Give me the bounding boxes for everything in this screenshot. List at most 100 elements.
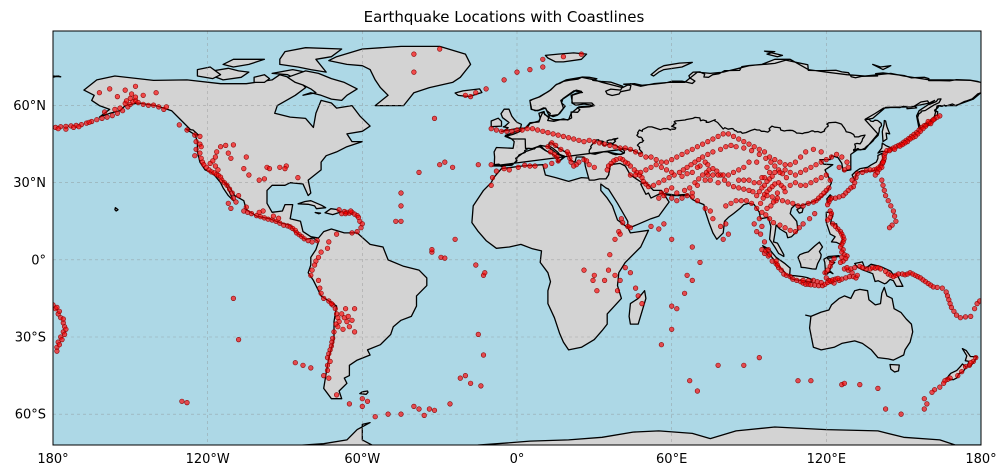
earthquake-point <box>447 401 453 407</box>
earthquake-point <box>622 145 628 151</box>
earthquake-point <box>76 124 82 130</box>
earthquake-point <box>841 380 848 386</box>
x-tick-label: 180° <box>965 452 996 467</box>
earthquake-point <box>179 398 185 404</box>
earthquake-point <box>751 180 757 186</box>
x-tick-label: 0° <box>510 452 525 467</box>
earthquake-point <box>122 87 128 93</box>
earthquake-point <box>808 180 814 186</box>
earthquake-point <box>63 126 69 132</box>
earthquake-point <box>56 308 63 314</box>
earthquake-point <box>689 169 695 175</box>
earthquake-point <box>140 92 146 98</box>
earthquake-point <box>707 177 713 183</box>
earthquake-point <box>335 324 341 330</box>
earthquake-point <box>462 92 469 98</box>
earthquake-point <box>527 163 533 169</box>
earthquake-point <box>586 137 592 143</box>
earthquake-point <box>939 285 945 291</box>
earthquake-point <box>127 95 133 101</box>
earthquake-point <box>766 154 773 160</box>
earthquake-point <box>715 172 721 178</box>
earthquake-point <box>564 149 570 155</box>
earthquake-point <box>315 254 322 260</box>
earthquake-point <box>493 127 500 133</box>
earthquake-point <box>669 326 675 332</box>
earthquake-point <box>336 207 342 213</box>
earthquake-point <box>778 267 784 273</box>
earthquake-point <box>761 239 768 245</box>
landmass-13 <box>796 207 804 214</box>
earthquake-point <box>324 355 331 361</box>
earthquake-point <box>831 256 837 262</box>
earthquake-point <box>617 145 623 151</box>
earthquake-point <box>612 144 618 150</box>
earthquake-point <box>576 137 582 143</box>
earthquake-point <box>756 146 762 152</box>
earthquake-point <box>705 139 711 145</box>
earthquake-point <box>300 362 306 368</box>
earthquake-point <box>663 167 670 173</box>
earthquake-point <box>885 198 891 204</box>
earthquake-point <box>921 406 927 412</box>
earthquake-point <box>332 306 338 312</box>
earthquake-point <box>364 398 371 404</box>
x-tick-label: 60°E <box>656 452 687 467</box>
earthquake-point <box>354 229 360 235</box>
earthquake-point <box>839 154 845 160</box>
earthquake-point <box>540 128 546 134</box>
earthquake-point <box>736 167 742 173</box>
earthquake-point <box>248 211 255 217</box>
earthquake-point <box>748 200 755 206</box>
earthquake-point <box>782 167 788 173</box>
earthquake-point <box>547 149 554 155</box>
earthquake-point <box>669 303 675 309</box>
earthquake-point <box>888 203 894 209</box>
earthquake-point <box>792 229 799 235</box>
earthquake-point <box>601 141 608 147</box>
y-tick-label: 60°N <box>13 99 46 114</box>
earthquake-point <box>836 164 842 170</box>
earthquake-point <box>738 198 744 204</box>
earthquake-point <box>540 56 546 62</box>
earthquake-point <box>663 187 670 193</box>
earthquake-point <box>618 216 625 222</box>
earthquake-point <box>795 203 801 209</box>
earthquake-point <box>117 105 123 111</box>
earthquake-point <box>560 54 567 60</box>
earthquake-point <box>540 64 546 70</box>
earthquake-point <box>529 126 536 132</box>
earthquake-point <box>898 411 904 417</box>
earthquake-point <box>756 216 762 222</box>
earthquake-point <box>104 114 110 120</box>
earthquake-point <box>886 148 893 154</box>
earthquake-point <box>674 154 680 160</box>
earthquake-point <box>309 267 315 273</box>
earthquake-point <box>710 216 716 222</box>
earthquake-point <box>754 205 760 211</box>
earthquake-point <box>680 167 686 173</box>
landmass-21 <box>490 117 503 128</box>
landmass-1 <box>328 45 472 107</box>
earthquake-point <box>754 229 760 235</box>
earthquake-point <box>940 380 947 386</box>
earthquake-point <box>612 272 618 278</box>
earthquake-point <box>498 128 505 134</box>
earthquake-point <box>689 146 695 152</box>
earthquake-point <box>766 252 773 258</box>
earthquake-point <box>501 77 507 83</box>
earthquake-point <box>218 144 224 150</box>
earthquake-point <box>308 365 314 371</box>
earthquake-point <box>560 133 567 139</box>
earthquake-point <box>877 266 884 272</box>
earthquake-point <box>684 171 690 177</box>
earthquake-point <box>971 306 978 312</box>
earthquake-point <box>107 86 113 92</box>
earthquake-point <box>243 154 249 160</box>
earthquake-point <box>230 142 236 148</box>
earthquake-point <box>921 396 927 402</box>
earthquake-point <box>643 167 649 173</box>
earthquake-point <box>805 200 811 206</box>
earthquake-point <box>145 102 151 108</box>
earthquake-point <box>317 285 323 291</box>
